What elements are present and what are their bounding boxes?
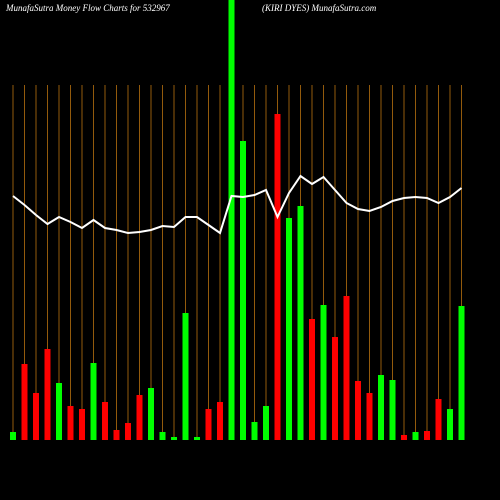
bar — [67, 406, 74, 440]
bar — [286, 218, 292, 440]
bar — [251, 422, 258, 440]
bar — [458, 306, 465, 440]
bar — [205, 409, 212, 440]
bar — [217, 402, 223, 440]
bar — [320, 305, 327, 440]
bar — [113, 430, 120, 440]
bar — [332, 337, 338, 440]
bar — [102, 402, 108, 440]
bar — [366, 393, 373, 440]
bar — [435, 399, 442, 440]
bar — [56, 383, 62, 440]
bar — [424, 431, 430, 440]
bar — [240, 141, 246, 440]
bar — [90, 363, 97, 440]
bar — [412, 432, 419, 440]
bar — [10, 432, 16, 440]
bar — [44, 349, 51, 440]
bar — [343, 296, 350, 440]
bar — [228, 0, 235, 440]
bar — [136, 395, 143, 440]
bar — [297, 206, 304, 440]
bar — [159, 432, 166, 440]
bar — [274, 114, 281, 440]
bar — [378, 375, 384, 440]
bar — [21, 364, 28, 440]
bar — [263, 406, 269, 440]
bar — [447, 409, 453, 440]
bar — [194, 437, 200, 440]
bar — [401, 435, 407, 440]
bar — [355, 381, 361, 440]
bar — [309, 319, 315, 440]
bar — [79, 409, 85, 440]
bar — [389, 380, 396, 440]
money-flow-line — [12, 174, 463, 235]
bar — [33, 393, 39, 440]
chart-subtitle: (KIRI DYES) MunafaSutra.com — [262, 3, 377, 13]
bar — [125, 423, 131, 440]
bar — [148, 388, 154, 440]
chart-title: MunafaSutra Money Flow Charts for 532967 — [5, 3, 170, 13]
bar — [182, 313, 189, 440]
bar — [171, 437, 177, 440]
